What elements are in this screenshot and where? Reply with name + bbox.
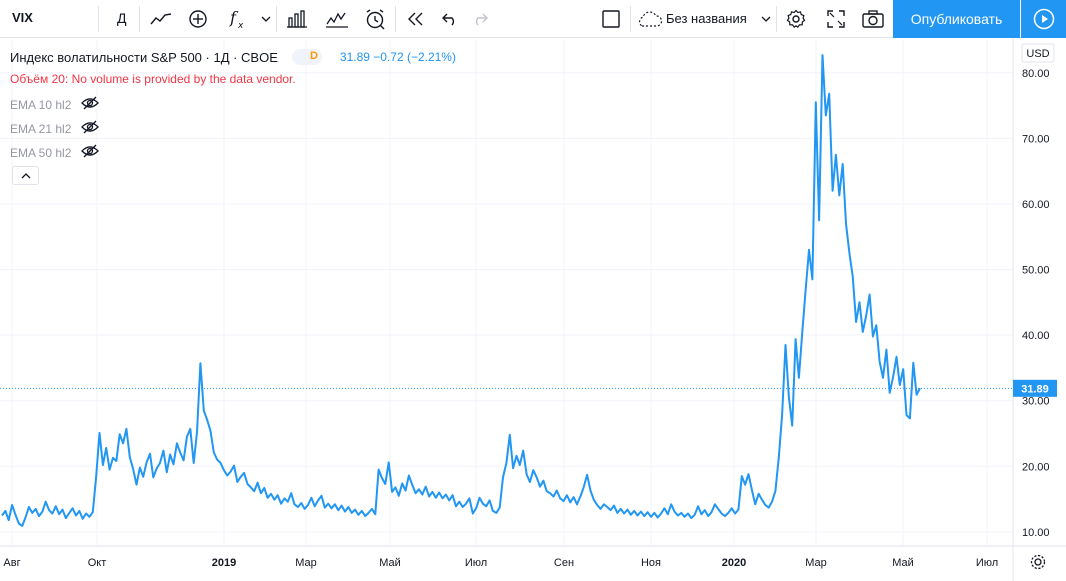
time-axis: Авг Окт 2019 Мар Май Июл Сен Ноя 2020 Мар Май Июл (3, 557, 998, 569)
time-tick-label: Мар (805, 557, 827, 569)
toolbar-divider (98, 6, 99, 32)
price-axis: 10.00 20.00 30.00 40.00 50.00 60.00 70.00 80.00 (1022, 68, 1050, 539)
collapse-legend-button[interactable] (12, 166, 39, 185)
indicator-row[interactable]: EMA 50 hl2 (10, 144, 100, 161)
price-tick-label: 50.00 (1022, 265, 1050, 277)
time-tick-label: Июл (465, 557, 487, 569)
cloud-icon (634, 4, 664, 34)
toolbar-divider (630, 6, 631, 32)
toolbar-divider (776, 6, 777, 32)
fullscreen-square-icon[interactable] (598, 4, 624, 34)
legend-values: 31.89 −0.72 (−2.21%) (339, 50, 456, 64)
undo-icon[interactable] (438, 4, 462, 34)
toolbar-divider (276, 6, 277, 32)
redo-icon[interactable] (468, 4, 492, 34)
time-tick-label: Ноя (641, 557, 661, 569)
bar-chart-icon[interactable] (284, 4, 310, 34)
eye-off-icon[interactable] (81, 144, 100, 161)
layout-name[interactable]: Без названия (666, 11, 747, 26)
price-tick-label: 20.00 (1022, 461, 1050, 473)
indicator-label: EMA 50 hl2 (10, 145, 72, 160)
time-tick-label: Авг (3, 557, 20, 569)
price-tick-label: 40.00 (1022, 330, 1050, 342)
price-tick-label: 10.00 (1022, 527, 1050, 539)
settings-gear-icon[interactable] (783, 4, 809, 34)
price-tick-label: 60.00 (1022, 199, 1050, 211)
interval-button[interactable]: Д (117, 10, 127, 26)
indicator-label: EMA 10 hl2 (10, 97, 72, 112)
price-tick-label: 30.00 (1022, 396, 1050, 408)
indicator-row[interactable]: EMA 21 hl2 (10, 120, 100, 137)
currency-label: USD (1026, 48, 1049, 60)
currency-badge: USD (1021, 43, 1055, 63)
time-tick-label: Мар (295, 557, 317, 569)
last-price-label: 31.89 (1021, 383, 1049, 395)
line-chart-icon[interactable] (146, 4, 176, 34)
chevron-down-icon[interactable] (258, 4, 274, 34)
chart-legend: Индекс волатильности S&P 500 · 1Д · CBOE… (10, 49, 456, 65)
chevron-down-icon[interactable] (758, 4, 774, 34)
price-tick-label: 70.00 (1022, 133, 1050, 145)
price-chart[interactable]: 10.00 20.00 30.00 40.00 50.00 60.00 70.00 80.00… (0, 39, 1066, 581)
eye-off-icon[interactable] (81, 120, 100, 137)
legend-title[interactable]: Индекс волатильности S&P 500 · 1Д · CBOE (10, 49, 278, 65)
data-status-badge: D (291, 49, 322, 65)
time-tick-label: Май (892, 557, 914, 569)
time-tick-label: 2020 (722, 557, 746, 569)
play-icon[interactable] (1021, 0, 1066, 38)
replay-icon[interactable] (403, 4, 429, 34)
eye-off-icon[interactable] (81, 96, 100, 113)
expand-icon[interactable] (823, 4, 849, 34)
add-indicator-icon[interactable] (184, 4, 212, 34)
last-price-badge: 31.89 (1013, 379, 1057, 397)
svg-text:f: f (229, 9, 239, 27)
time-tick-label: Май (379, 557, 401, 569)
compare-icon[interactable] (324, 4, 350, 34)
badge-letter: D (309, 50, 318, 62)
chevron-up-icon (21, 172, 30, 178)
camera-icon[interactable] (860, 4, 886, 34)
time-tick-label: Июл (976, 557, 998, 569)
time-tick-label: Сен (554, 557, 574, 569)
indicator-row[interactable]: EMA 10 hl2 (10, 96, 100, 113)
price-tick-label: 80.00 (1022, 68, 1050, 80)
symbol-search[interactable]: VIX (12, 10, 33, 25)
indicator-label: EMA 21 hl2 (10, 121, 72, 136)
alert-clock-icon[interactable] (362, 4, 388, 34)
toolbar-divider (395, 6, 396, 32)
toolbar-divider (139, 6, 140, 32)
time-tick-label: 2019 (212, 557, 236, 569)
time-tick-label: Окт (88, 557, 107, 569)
publish-button[interactable]: Опубликовать (893, 0, 1020, 38)
svg-text:x: x (237, 21, 244, 29)
volume-message: Объём 20: No volume is provided by the d… (10, 72, 296, 86)
vix-series-line (1, 54, 921, 527)
axis-settings-gear-icon[interactable] (1030, 554, 1046, 570)
